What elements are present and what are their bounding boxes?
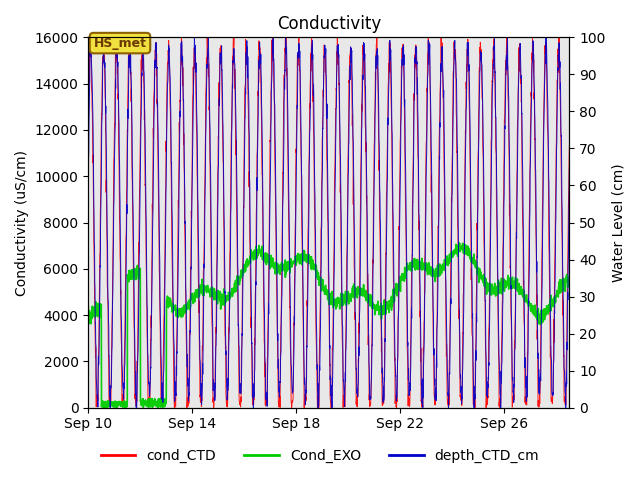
Y-axis label: Conductivity (uS/cm): Conductivity (uS/cm) — [15, 149, 29, 296]
Legend: cond_CTD, Cond_EXO, depth_CTD_cm: cond_CTD, Cond_EXO, depth_CTD_cm — [95, 443, 545, 468]
Text: HS_met: HS_met — [93, 36, 147, 49]
Title: Conductivity: Conductivity — [276, 15, 381, 33]
Y-axis label: Water Level (cm): Water Level (cm) — [611, 163, 625, 282]
